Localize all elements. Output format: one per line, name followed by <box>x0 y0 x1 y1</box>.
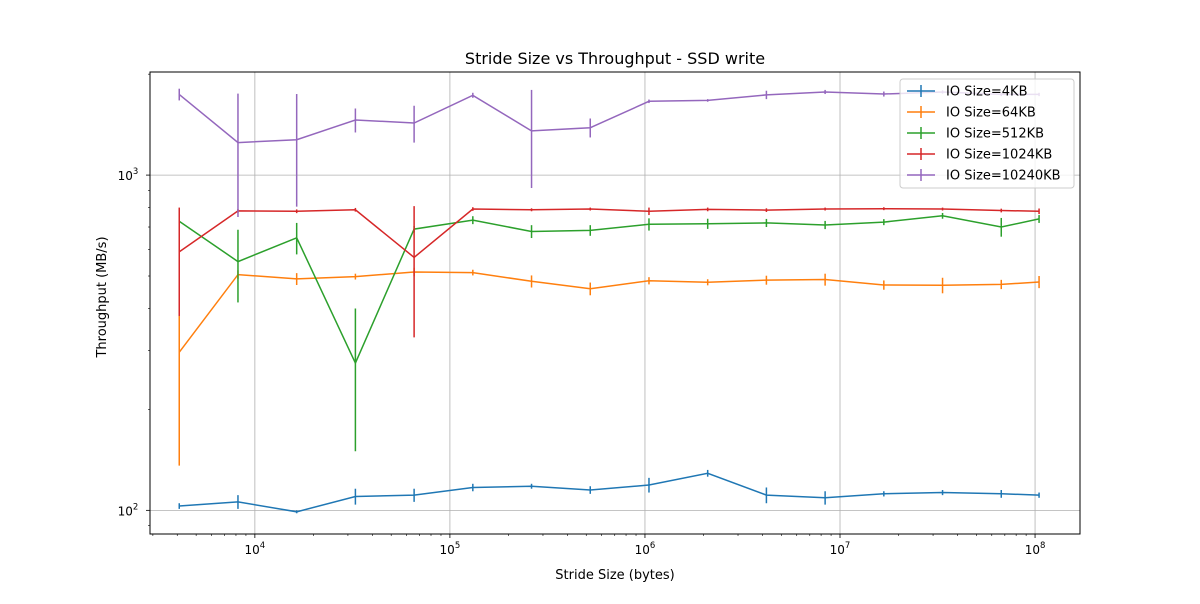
series-3 <box>178 206 1040 338</box>
series-layer <box>178 88 1040 514</box>
x-tick-exponent: 8 <box>1040 541 1045 551</box>
y-tick-label: 103 <box>118 167 139 183</box>
x-tick-label: 108 <box>1025 541 1046 557</box>
x-tick-exponent: 7 <box>845 541 850 551</box>
x-tick-exponent: 6 <box>650 541 655 551</box>
series-line <box>178 271 1040 353</box>
legend: IO Size=4KB IO Size=64KB IO Size=512KB IO S… <box>899 78 1075 189</box>
chart-title: Stride Size vs Throughput - SSD write <box>465 49 765 68</box>
series-line <box>178 207 1040 259</box>
y-tick-base: 10 <box>118 504 133 518</box>
legend-label: IO Size=64KB <box>946 106 1036 121</box>
legend-box <box>899 78 1075 189</box>
series-2 <box>178 212 1040 452</box>
y-tick-label: 102 <box>118 502 139 518</box>
legend-entry: IO Size=10240KB <box>907 169 1061 184</box>
x-tick-base: 10 <box>1025 543 1040 557</box>
series-line <box>178 215 1040 365</box>
series-1 <box>178 267 1040 466</box>
x-tick-base: 10 <box>830 543 845 557</box>
x-tick-label: 106 <box>635 541 656 557</box>
y-tick-exponent: 3 <box>133 167 138 177</box>
legend-label: IO Size=1024KB <box>946 148 1052 163</box>
x-tick-label: 105 <box>440 541 461 557</box>
x-tick-label: 107 <box>830 541 851 557</box>
legend-label: IO Size=10240KB <box>946 169 1061 184</box>
x-tick-base: 10 <box>245 543 260 557</box>
legend-entry: IO Size=64KB <box>907 106 1036 121</box>
y-axis-label: Throughput (MB/s) <box>95 236 110 358</box>
x-tick-label: 104 <box>245 541 266 557</box>
series-0 <box>178 469 1040 514</box>
x-axis-label: Stride Size (bytes) <box>555 568 674 583</box>
legend-entry: IO Size=4KB <box>907 85 1028 100</box>
legend-label: IO Size=512KB <box>946 127 1044 142</box>
y-tick-base: 10 <box>118 169 133 183</box>
legend-entry: IO Size=1024KB <box>907 148 1052 163</box>
legend-entry: IO Size=512KB <box>907 127 1044 142</box>
x-tick-base: 10 <box>440 543 455 557</box>
x-tick-exponent: 4 <box>260 541 265 551</box>
series-line <box>179 472 1040 513</box>
legend-label: IO Size=4KB <box>946 85 1028 100</box>
y-tick-exponent: 2 <box>133 502 138 512</box>
x-tick-exponent: 5 <box>455 541 460 551</box>
x-tick-base: 10 <box>635 543 650 557</box>
